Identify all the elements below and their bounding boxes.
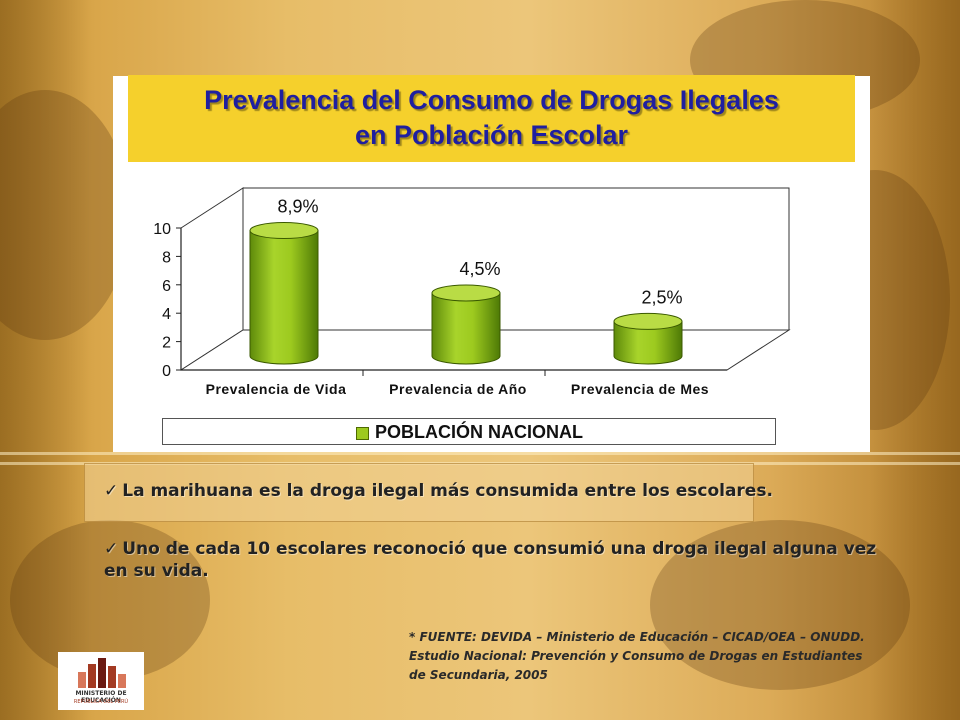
chart-bars [249, 222, 683, 365]
check-icon: ✓ [104, 481, 119, 501]
background-silhouette [650, 520, 910, 690]
bar-top [431, 284, 501, 302]
x-tick-label: Prevalencia de Mes [571, 381, 709, 397]
y-tick-label: 10 [153, 221, 171, 238]
bar [431, 284, 501, 365]
background-silhouette [0, 90, 130, 340]
bar [249, 222, 319, 365]
chart-legend: POBLACIÓN NACIONAL [162, 418, 776, 445]
bar-body [249, 230, 319, 365]
bullet-item: ✓ Uno de cada 10 escolares reconoció que … [104, 538, 894, 582]
y-tick-label: 8 [162, 249, 171, 266]
background-right-band [870, 0, 960, 720]
source-note: * FUENTE: DEVIDA – Ministerio de Educaci… [409, 628, 929, 685]
y-tick-label: 6 [162, 278, 171, 295]
background-left-band [0, 0, 90, 720]
x-tick-label: Prevalencia de Año [389, 381, 527, 397]
bullet-text: La marihuana es la droga ilegal más cons… [122, 481, 773, 501]
check-icon: ✓ [104, 539, 119, 559]
logo-name: MINISTERIO DE EDUCACIÓN [75, 690, 127, 704]
y-tick-label: 2 [162, 335, 171, 352]
bar-body [613, 320, 683, 365]
legend-label: POBLACIÓN NACIONAL [375, 422, 583, 442]
chart-title-line-1: Prevalencia del Consumo de Drogas Ilegal… [204, 85, 779, 115]
bar-chart: 0 2 4 6 8 10 8,9% Prevalencia de Vida 4,5% Preva… [153, 187, 791, 397]
data-label: 8,9% [277, 197, 318, 217]
source-line: Estudio Nacional: Prevención y Consumo d… [409, 649, 863, 663]
title-box: Prevalencia del Consumo de Drogas Ilegal… [128, 75, 855, 162]
bullet-text: Uno de cada 10 escolares reconoció que c… [104, 539, 877, 581]
logo-country: REPÚBLICA DEL PERÚ [73, 699, 129, 705]
y-tick-label: 0 [162, 363, 171, 380]
legend-swatch [356, 427, 369, 440]
chart-title-line-2: en Población Escolar [354, 120, 629, 150]
source-line: * FUENTE: DEVIDA – Ministerio de Educaci… [409, 630, 865, 644]
bar-top [613, 312, 683, 330]
y-tick-label: 4 [162, 306, 171, 323]
source-line: de Secundaria, 2005 [409, 668, 548, 682]
logo-bars-icon [78, 658, 126, 688]
bar-top [249, 222, 319, 240]
chart-labels: 8,9% Prevalencia de Vida 4,5% Prevalencia d… [206, 197, 709, 397]
background-stripe [0, 452, 960, 455]
bullet-item: ✓ La marihuana es la droga ilegal más con… [104, 480, 884, 502]
highlight-box [84, 463, 754, 522]
data-label: 2,5% [641, 287, 682, 307]
data-label: 4,5% [459, 259, 500, 279]
ministry-logo: MINISTERIO DE EDUCACIÓN REPÚBLICA DEL PE… [58, 652, 144, 710]
bar [613, 312, 683, 365]
bar-body [431, 292, 501, 365]
back-wall [242, 187, 790, 331]
x-tick-label: Prevalencia de Vida [206, 381, 347, 397]
